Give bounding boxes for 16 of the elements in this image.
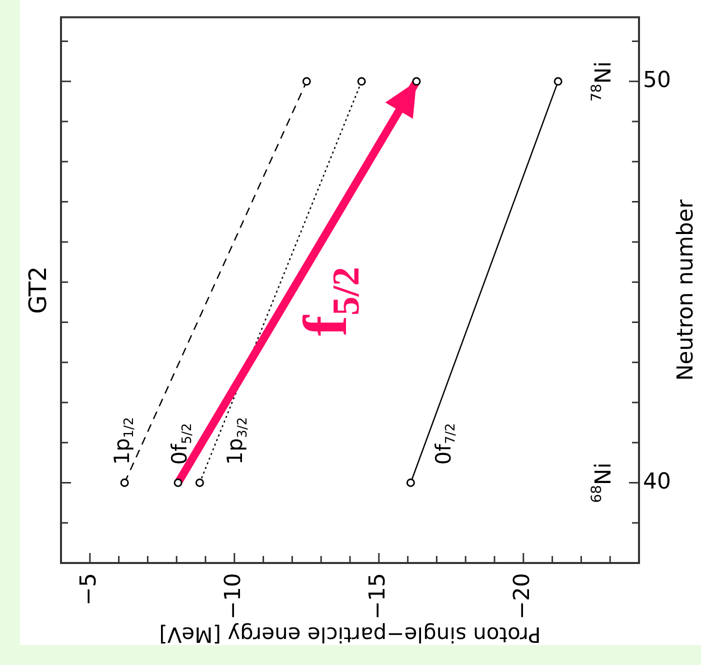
annotation: f5/2 (292, 266, 368, 336)
x-tick-label: −20 (510, 573, 536, 620)
text: 0f5/2 (168, 423, 195, 465)
y-tick-label: 40 (643, 469, 671, 494)
text: 0f7/2 (431, 423, 459, 465)
annotation: 78Ni (588, 61, 617, 102)
y-axis-title: Neutron number (674, 198, 699, 381)
x-axis-title: Proton single−particle energy [MeV] (159, 622, 541, 647)
x-tick-label: −10 (221, 573, 246, 620)
y-tick-label: 50 (643, 68, 671, 94)
x-tick-label: −15 (366, 573, 391, 620)
text: 1p1/2 (110, 417, 138, 465)
text: GT2 (24, 266, 52, 314)
annotation: 68Ni (588, 462, 617, 503)
text: 1p3/2 (223, 417, 250, 465)
x-tick-label: −5 (76, 573, 102, 606)
